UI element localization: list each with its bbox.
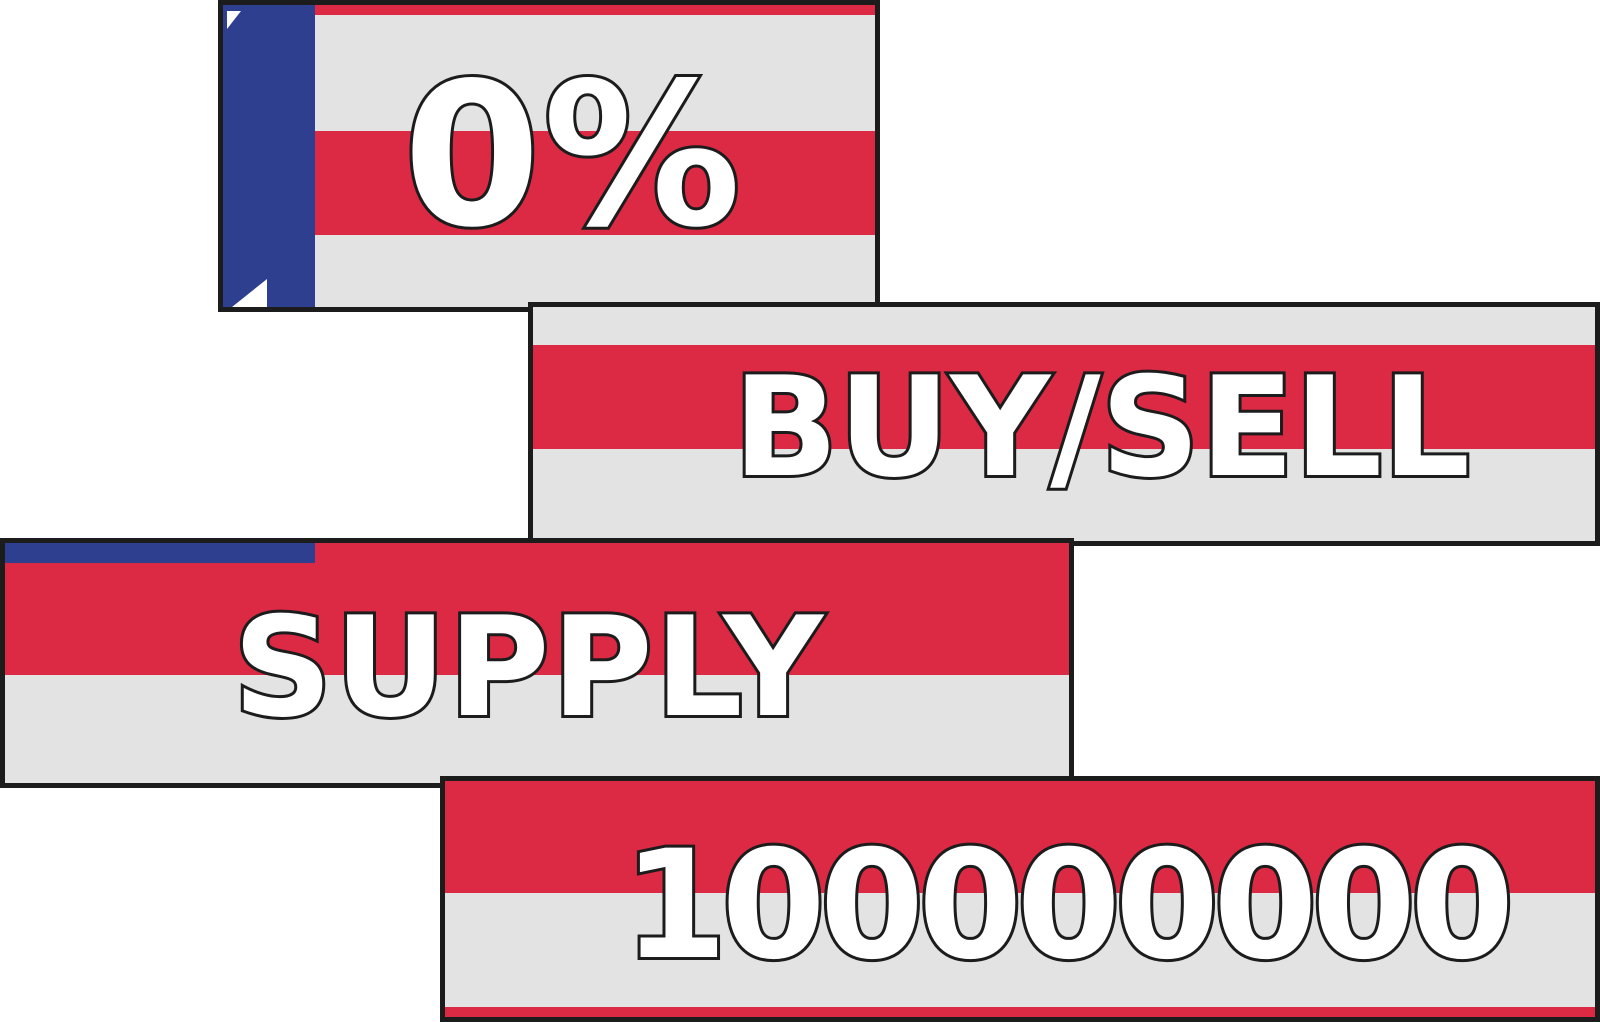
fee-percent-text: 0%	[400, 40, 744, 271]
supply-value-text: 100000000	[620, 819, 1517, 993]
fee-banner: 0%	[218, 0, 880, 312]
flag-canton	[5, 543, 315, 563]
supply-label-banner: SUPPLY	[0, 538, 1074, 788]
star-icon	[227, 279, 267, 307]
star-icon	[227, 11, 241, 29]
buy-sell-banner: BUY/SELL	[528, 302, 1600, 546]
buy-sell-text: BUY/SELL	[730, 347, 1473, 508]
supply-label-text: SUPPLY	[230, 587, 826, 748]
supply-value-banner: 100000000	[440, 776, 1600, 1022]
flag-canton	[223, 5, 315, 307]
